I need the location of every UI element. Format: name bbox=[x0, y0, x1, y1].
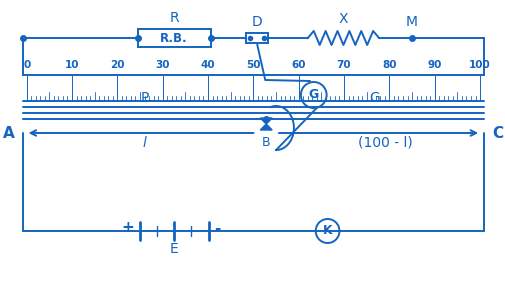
Text: 40: 40 bbox=[200, 60, 215, 70]
Text: 90: 90 bbox=[428, 60, 442, 70]
Text: C: C bbox=[492, 125, 503, 141]
Text: 0: 0 bbox=[23, 60, 30, 70]
Text: G: G bbox=[309, 88, 319, 101]
Text: K: K bbox=[323, 224, 332, 238]
Text: B: B bbox=[262, 136, 271, 149]
Text: A: A bbox=[3, 125, 15, 141]
Text: 10: 10 bbox=[65, 60, 79, 70]
Text: E: E bbox=[170, 242, 179, 256]
Polygon shape bbox=[260, 124, 272, 130]
Text: +: + bbox=[122, 221, 134, 236]
Text: 80: 80 bbox=[382, 60, 396, 70]
Text: 60: 60 bbox=[291, 60, 306, 70]
Text: D: D bbox=[252, 15, 263, 29]
Text: 20: 20 bbox=[110, 60, 125, 70]
Text: 70: 70 bbox=[337, 60, 351, 70]
Text: l: l bbox=[142, 136, 146, 150]
Text: -: - bbox=[214, 221, 220, 236]
Text: (100 - l): (100 - l) bbox=[358, 136, 413, 150]
Text: 30: 30 bbox=[156, 60, 170, 70]
Text: G: G bbox=[370, 91, 380, 105]
Text: M: M bbox=[406, 15, 418, 29]
Text: R.B.: R.B. bbox=[161, 32, 188, 45]
FancyBboxPatch shape bbox=[137, 29, 211, 47]
Text: P: P bbox=[140, 91, 148, 105]
Text: 50: 50 bbox=[246, 60, 261, 70]
FancyBboxPatch shape bbox=[246, 33, 268, 43]
Polygon shape bbox=[260, 118, 272, 124]
Text: R: R bbox=[169, 11, 179, 25]
Text: X: X bbox=[339, 12, 348, 26]
Text: 100: 100 bbox=[469, 60, 491, 70]
